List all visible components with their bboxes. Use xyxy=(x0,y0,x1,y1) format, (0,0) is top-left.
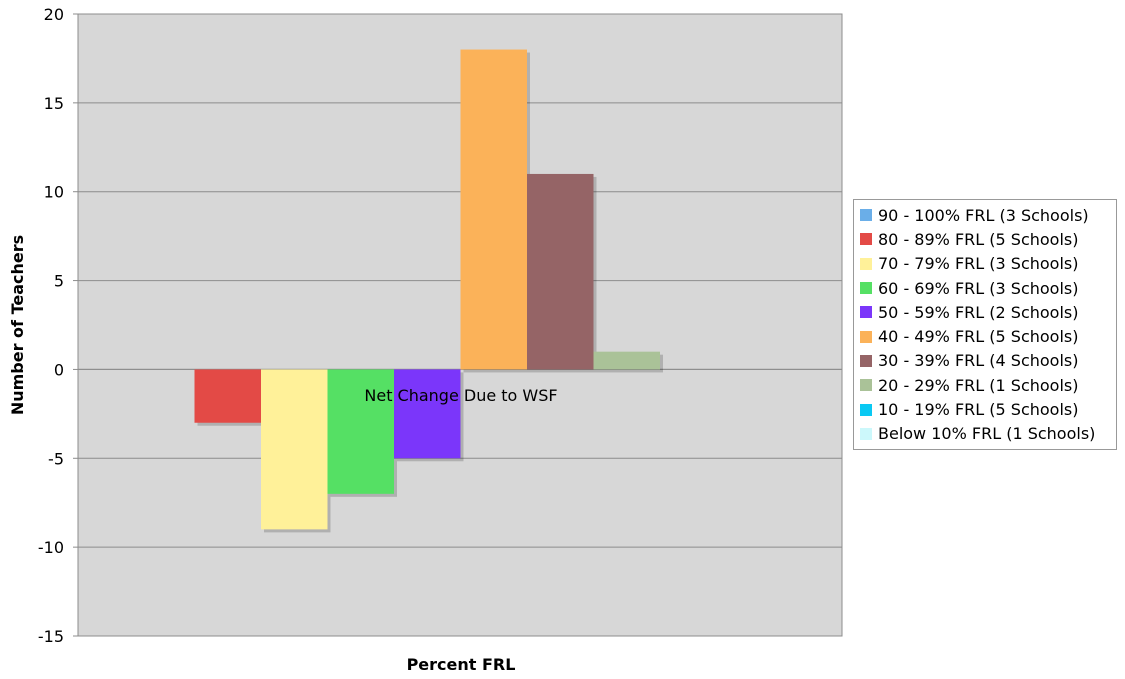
legend-item: 30 - 39% FRL (4 Schools) xyxy=(854,349,1116,373)
legend-label: 10 - 19% FRL (5 Schools) xyxy=(878,400,1079,420)
legend-item: 50 - 59% FRL (2 Schools) xyxy=(854,300,1116,324)
legend-swatch xyxy=(860,257,872,270)
bar-series-7 xyxy=(527,173,594,370)
legend-label: 20 - 29% FRL (1 Schools) xyxy=(878,375,1079,395)
legend-swatch xyxy=(860,427,872,440)
legend-label: 60 - 69% FRL (3 Schools) xyxy=(878,278,1079,298)
legend-swatch xyxy=(860,330,872,343)
y-tick-label: 20 xyxy=(44,5,64,24)
y-tick-label: 0 xyxy=(54,360,64,379)
legend-item: 70 - 79% FRL (3 Schools) xyxy=(854,252,1116,276)
legend-label: 70 - 79% FRL (3 Schools) xyxy=(878,254,1079,274)
bars xyxy=(194,49,660,530)
legend-item: 80 - 89% FRL (5 Schools) xyxy=(854,227,1116,251)
bar-series-8 xyxy=(593,351,660,370)
bar-series-5 xyxy=(394,369,461,459)
legend-item: 10 - 19% FRL (5 Schools) xyxy=(854,397,1116,421)
y-tick-label: -15 xyxy=(38,627,64,646)
legend-label: Below 10% FRL (1 Schools) xyxy=(878,424,1096,444)
legend-label: 90 - 100% FRL (3 Schools) xyxy=(878,205,1089,225)
legend-swatch xyxy=(860,403,872,416)
y-tick-labels: 20 15 10 5 0 -5 -10 -15 xyxy=(38,5,64,646)
bar-series-3 xyxy=(261,369,328,530)
y-tick-label: 5 xyxy=(54,272,64,291)
bar-series-2 xyxy=(194,369,261,423)
legend-item: 90 - 100% FRL (3 Schools) xyxy=(854,203,1116,227)
legend-label: 40 - 49% FRL (5 Schools) xyxy=(878,327,1079,347)
legend-swatch xyxy=(860,282,872,295)
legend: 90 - 100% FRL (3 Schools) 80 - 89% FRL (5… xyxy=(853,199,1117,450)
y-tick-label: -10 xyxy=(38,538,64,557)
bar-series-6 xyxy=(460,49,527,370)
legend-label: 80 - 89% FRL (5 Schools) xyxy=(878,229,1079,249)
x-axis-title: Percent FRL xyxy=(407,655,516,674)
legend-item: Below 10% FRL (1 Schools) xyxy=(854,422,1116,446)
legend-swatch xyxy=(860,354,872,367)
category-label: Net Change Due to WSF xyxy=(364,386,557,405)
legend-swatch xyxy=(860,209,872,222)
legend-item: 20 - 29% FRL (1 Schools) xyxy=(854,373,1116,397)
legend-swatch xyxy=(860,379,872,392)
y-tick-label: 10 xyxy=(44,183,64,202)
y-axis-title: Number of Teachers xyxy=(8,235,27,415)
legend-label: 30 - 39% FRL (4 Schools) xyxy=(878,351,1079,371)
legend-item: 40 - 49% FRL (5 Schools) xyxy=(854,324,1116,348)
y-tick-label: -5 xyxy=(48,449,64,468)
legend-swatch xyxy=(860,233,872,246)
legend-label: 50 - 59% FRL (2 Schools) xyxy=(878,302,1079,322)
bar-series-4 xyxy=(327,369,394,494)
legend-swatch xyxy=(860,306,872,319)
plot-area xyxy=(77,13,843,637)
legend-item: 60 - 69% FRL (3 Schools) xyxy=(854,276,1116,300)
y-tick-label: 15 xyxy=(44,94,64,113)
